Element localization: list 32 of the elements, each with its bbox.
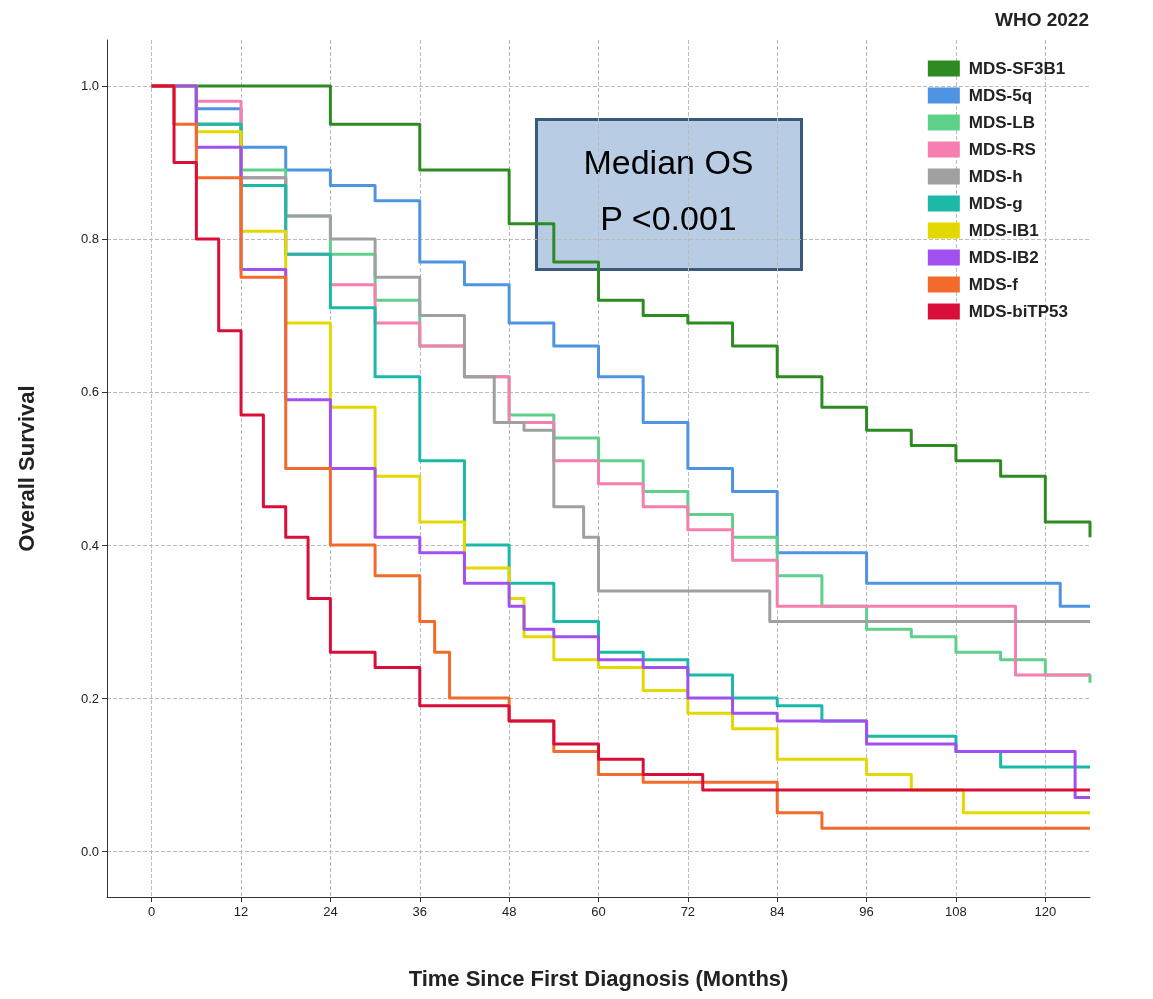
y-tick-label: 0.0 [80,843,99,859]
x-tick-label: 108 [945,904,967,919]
legend-label: MDS-g [968,194,1023,213]
x-tick-label: 24 [323,904,338,919]
legend-title: WHO 2022 [995,9,1089,30]
x-tick-label: 96 [859,904,874,919]
y-tick-label: 1.0 [80,78,99,94]
x-tick-label: 84 [769,904,785,919]
legend-label: MDS-f [968,275,1019,294]
legend-label: MDS-5q [968,86,1033,105]
legend-label: MDS-SF3B1 [968,59,1066,78]
annotation: Median OS [583,142,754,181]
y-tick-label: 0.6 [80,384,99,400]
y-tick-label: 0.2 [80,690,99,706]
legend-label: MDS-IB2 [968,248,1039,267]
legend-label: MDS-RS [968,140,1036,159]
x-axis-title: Time Since First Diagnosis (Months) [408,965,789,991]
x-tick-label: 48 [501,904,517,919]
legend-label: MDS-biTP53 [968,302,1069,321]
annotation: P <0.001 [600,198,737,237]
x-tick-label: 120 [1034,904,1057,919]
legend-label: MDS-h [968,167,1023,186]
legend-label: MDS-LB [968,113,1035,132]
x-tick-label: 60 [591,904,606,919]
y-axis-title: Overall Survival [13,385,39,552]
x-tick-label: 0 [148,904,156,919]
y-tick-label: 0.8 [80,231,99,247]
x-tick-label: 36 [412,904,428,919]
x-tick-label: 12 [233,904,249,919]
legend-label: MDS-IB1 [968,221,1039,240]
x-tick-label: 72 [680,904,696,919]
y-tick-label: 0.4 [80,537,99,553]
